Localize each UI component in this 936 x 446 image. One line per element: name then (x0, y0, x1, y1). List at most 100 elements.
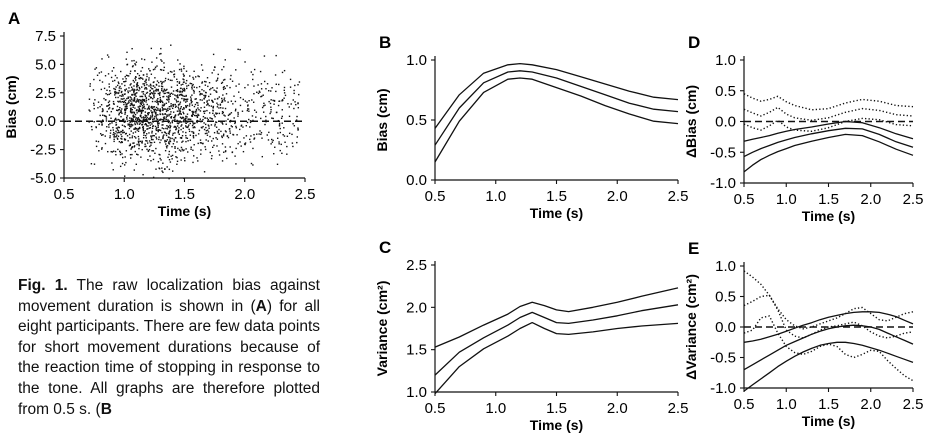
scatter-point (263, 102, 265, 105)
scatter-point (209, 151, 211, 154)
scatter-point (145, 82, 147, 84)
scatter-point (283, 135, 286, 137)
scatter-point (121, 162, 124, 165)
scatter-point (160, 52, 162, 55)
scatter-point (171, 71, 173, 73)
scatter-point (198, 129, 201, 132)
scatter-point (143, 106, 145, 109)
scatter-point (171, 79, 173, 82)
scatter-point (212, 105, 215, 108)
scatter-point (153, 141, 156, 143)
scatter-point (167, 142, 170, 144)
scatter-point (292, 145, 294, 148)
scatter-point (121, 141, 124, 144)
scatter-point (193, 111, 195, 114)
scatter-point (182, 88, 184, 90)
scatter-point (127, 124, 129, 126)
scatter-point (204, 96, 206, 99)
scatter-point (244, 86, 246, 89)
scatter-point (187, 84, 190, 87)
scatter-point (102, 110, 104, 112)
y-tick-label: 2.0 (406, 299, 427, 316)
scatter-point (141, 95, 144, 98)
series-line-solid (743, 311, 914, 343)
scatter-point (164, 113, 166, 115)
scatter-point (148, 77, 150, 79)
scatter-point (133, 112, 136, 114)
scatter-point (158, 53, 161, 55)
scatter-point (142, 83, 144, 85)
scatter-point (125, 80, 127, 82)
scatter-point (154, 108, 157, 111)
scatter-point (133, 59, 135, 62)
scatter-point (141, 101, 143, 103)
scatter-point (183, 149, 185, 151)
scatter-point (218, 150, 220, 152)
scatter-point (294, 101, 296, 103)
scatter-point (164, 139, 166, 142)
scatter-point (155, 133, 157, 135)
scatter-point (201, 88, 203, 91)
scatter-point (210, 157, 213, 160)
scatter-point (169, 124, 171, 127)
y-tick-label: 0.0 (35, 113, 56, 130)
scatter-point (167, 107, 169, 110)
scatter-point (198, 90, 201, 93)
scatter-point (180, 84, 182, 86)
scatter-point (292, 99, 294, 101)
scatter-point (248, 110, 250, 112)
scatter-point (119, 131, 121, 134)
scatter-point (115, 154, 117, 156)
scatter-point (112, 80, 114, 82)
scatter-point (128, 101, 130, 104)
scatter-point (120, 111, 122, 113)
scatter-point (167, 126, 169, 128)
scatter-point (185, 134, 187, 137)
scatter-point (228, 113, 231, 116)
scatter-point (238, 91, 240, 93)
scatter-point (298, 93, 300, 96)
scatter-point (104, 75, 107, 77)
scatter-point (221, 143, 224, 145)
scatter-point (139, 110, 142, 112)
scatter-point (298, 81, 301, 83)
scatter-point (216, 106, 219, 108)
scatter-point (271, 141, 274, 143)
scatter-point (139, 109, 141, 111)
scatter-point (260, 131, 263, 134)
scatter-point (176, 94, 179, 96)
scatter-point (185, 105, 187, 107)
scatter-point (155, 109, 158, 111)
scatter-point (178, 127, 180, 129)
scatter-point (101, 148, 103, 150)
scatter-point (131, 108, 134, 111)
scatter-point (158, 122, 160, 125)
scatter-point (283, 86, 286, 89)
scatter-point (145, 115, 148, 117)
scatter-point (120, 87, 122, 90)
scatter-point (155, 168, 157, 170)
scatter-point (184, 119, 187, 121)
scatter-point (90, 163, 93, 165)
scatter-point (215, 121, 217, 123)
x-axis-label: Time (s) (802, 413, 855, 429)
scatter-point (104, 115, 106, 117)
scatter-point (262, 94, 264, 96)
scatter-point (118, 82, 120, 85)
scatter-point (208, 125, 210, 127)
scatter-point (155, 88, 158, 91)
scatter-point (189, 122, 191, 125)
scatter-point (169, 127, 171, 129)
scatter-point (227, 114, 230, 117)
scatter-point (244, 142, 247, 144)
scatter-point (221, 101, 224, 103)
scatter-point (143, 118, 145, 121)
scatter-point (133, 97, 136, 100)
scatter-point (277, 132, 279, 134)
scatter-point (168, 95, 170, 97)
scatter-point (135, 118, 137, 120)
scatter-point (116, 129, 119, 131)
scatter-point (160, 159, 162, 161)
scatter-point (146, 128, 148, 130)
scatter-point (142, 173, 144, 176)
